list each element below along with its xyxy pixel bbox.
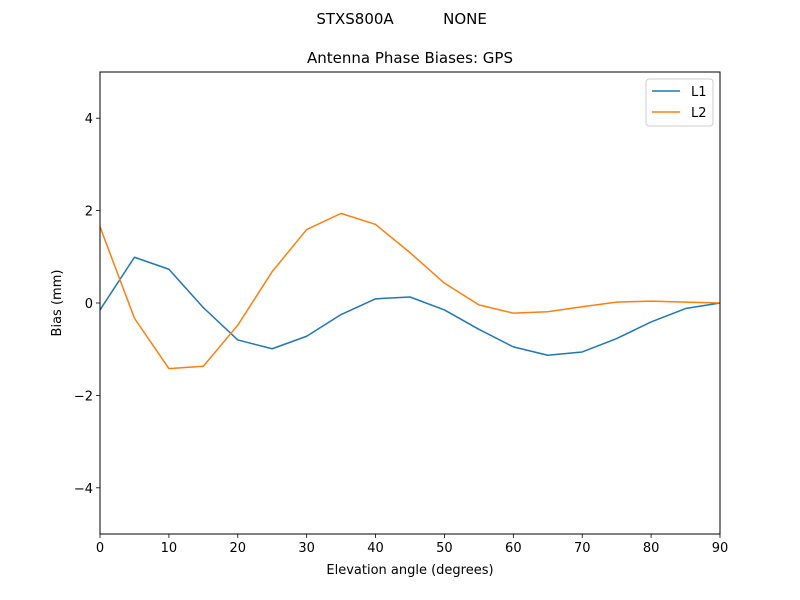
x-tick-label: 50 bbox=[436, 541, 453, 556]
y-tick-label: 2 bbox=[85, 205, 93, 220]
chart-suptitle-radome: NONE bbox=[443, 10, 487, 28]
y-tick-label: −4 bbox=[74, 482, 93, 497]
y-axis-ticks: −4 −2 0 2 4 bbox=[74, 112, 100, 497]
x-tick-label: 10 bbox=[161, 541, 178, 556]
x-tick-label: 60 bbox=[505, 541, 522, 556]
y-tick-label: −2 bbox=[74, 389, 93, 404]
y-tick-label: 4 bbox=[85, 112, 93, 127]
x-tick-label: 30 bbox=[298, 541, 315, 556]
x-axis-label: Elevation angle (degrees) bbox=[326, 563, 493, 578]
x-axis-ticks: 0 10 20 30 40 50 60 70 80 90 bbox=[96, 534, 728, 556]
series-layer bbox=[99, 212, 721, 370]
plot-frame bbox=[99, 71, 721, 535]
legend-label-l1: L1 bbox=[691, 85, 707, 100]
x-tick-label: 80 bbox=[643, 541, 660, 556]
x-tick-label: 0 bbox=[96, 541, 104, 556]
x-tick-label: 40 bbox=[367, 541, 384, 556]
x-tick-label: 70 bbox=[574, 541, 591, 556]
chart-suptitle-antenna: STXS800A bbox=[316, 10, 394, 28]
y-axis-label: Bias (mm) bbox=[50, 270, 65, 337]
x-tick-label: 90 bbox=[712, 541, 729, 556]
legend-label-l2: L2 bbox=[691, 106, 707, 121]
series-line-l2 bbox=[99, 212, 721, 370]
x-tick-label: 20 bbox=[230, 541, 247, 556]
y-tick-label: 0 bbox=[85, 297, 93, 312]
series-line-l1 bbox=[99, 256, 721, 356]
chart-title: Antenna Phase Biases: GPS bbox=[307, 49, 513, 67]
